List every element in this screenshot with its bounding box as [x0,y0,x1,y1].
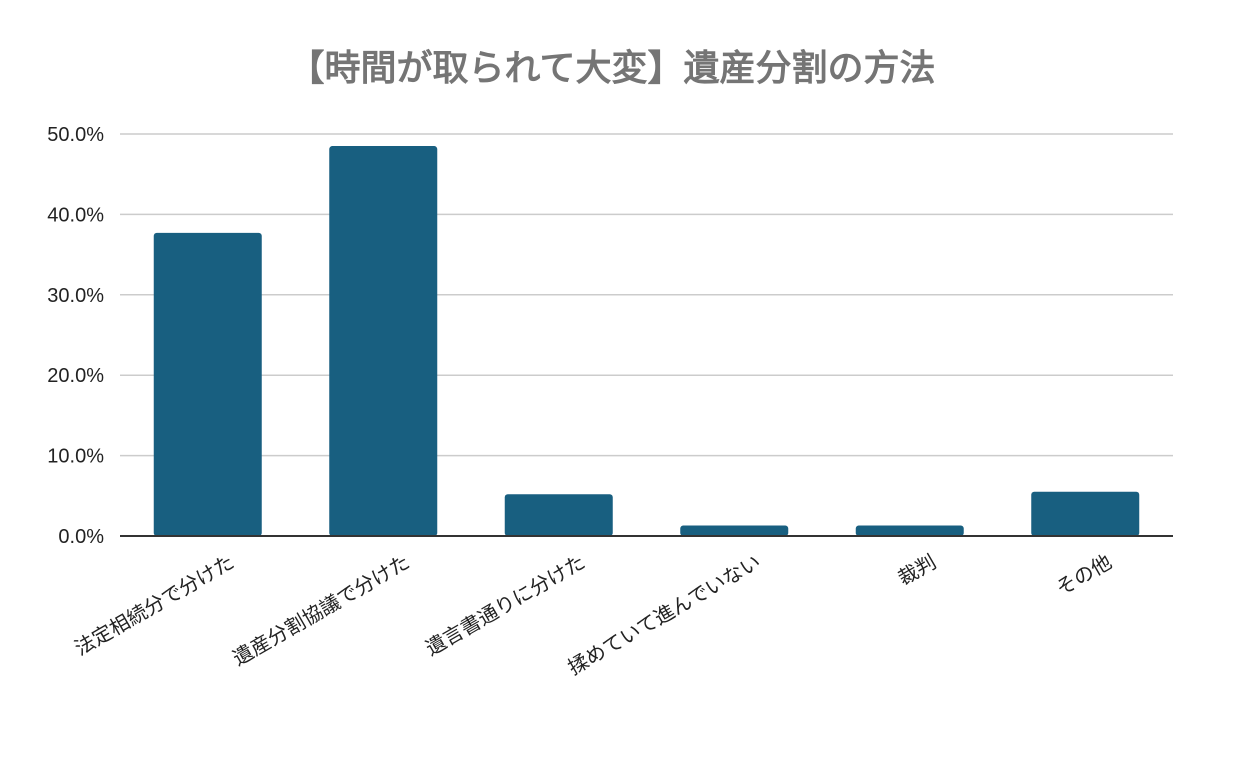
y-tick-label: 10.0% [47,446,104,468]
x-tick-label: その他 [1052,550,1116,601]
bar [329,146,438,536]
y-tick-label: 40.0% [47,204,104,226]
gridlines [120,133,1173,457]
bar [1031,491,1140,536]
bar [680,525,789,536]
bars [153,146,1140,536]
y-tick-label: 30.0% [47,285,104,307]
x-tick-label: 遺産分割協議で分けた [229,550,414,671]
x-tick-label: 裁判 [894,550,941,591]
y-tick-label: 0.0% [58,526,104,548]
y-tick-label: 50.0% [47,124,104,146]
bar [153,232,262,536]
bar [855,525,964,536]
x-tick-label: 法定相続分で分けた [70,550,238,661]
bar [504,494,613,536]
x-tick-label: 遺言書通りに分けた [421,550,589,661]
x-tick-label: 揉めていて進んでいない [564,550,765,680]
y-tick-label: 20.0% [47,365,104,387]
chart-title: 【時間が取られて大変】遺産分割の方法 [289,47,936,89]
y-axis-tick-labels: 0.0% 10.0% 20.0% 30.0% 40.0% 50.0% [47,124,104,548]
